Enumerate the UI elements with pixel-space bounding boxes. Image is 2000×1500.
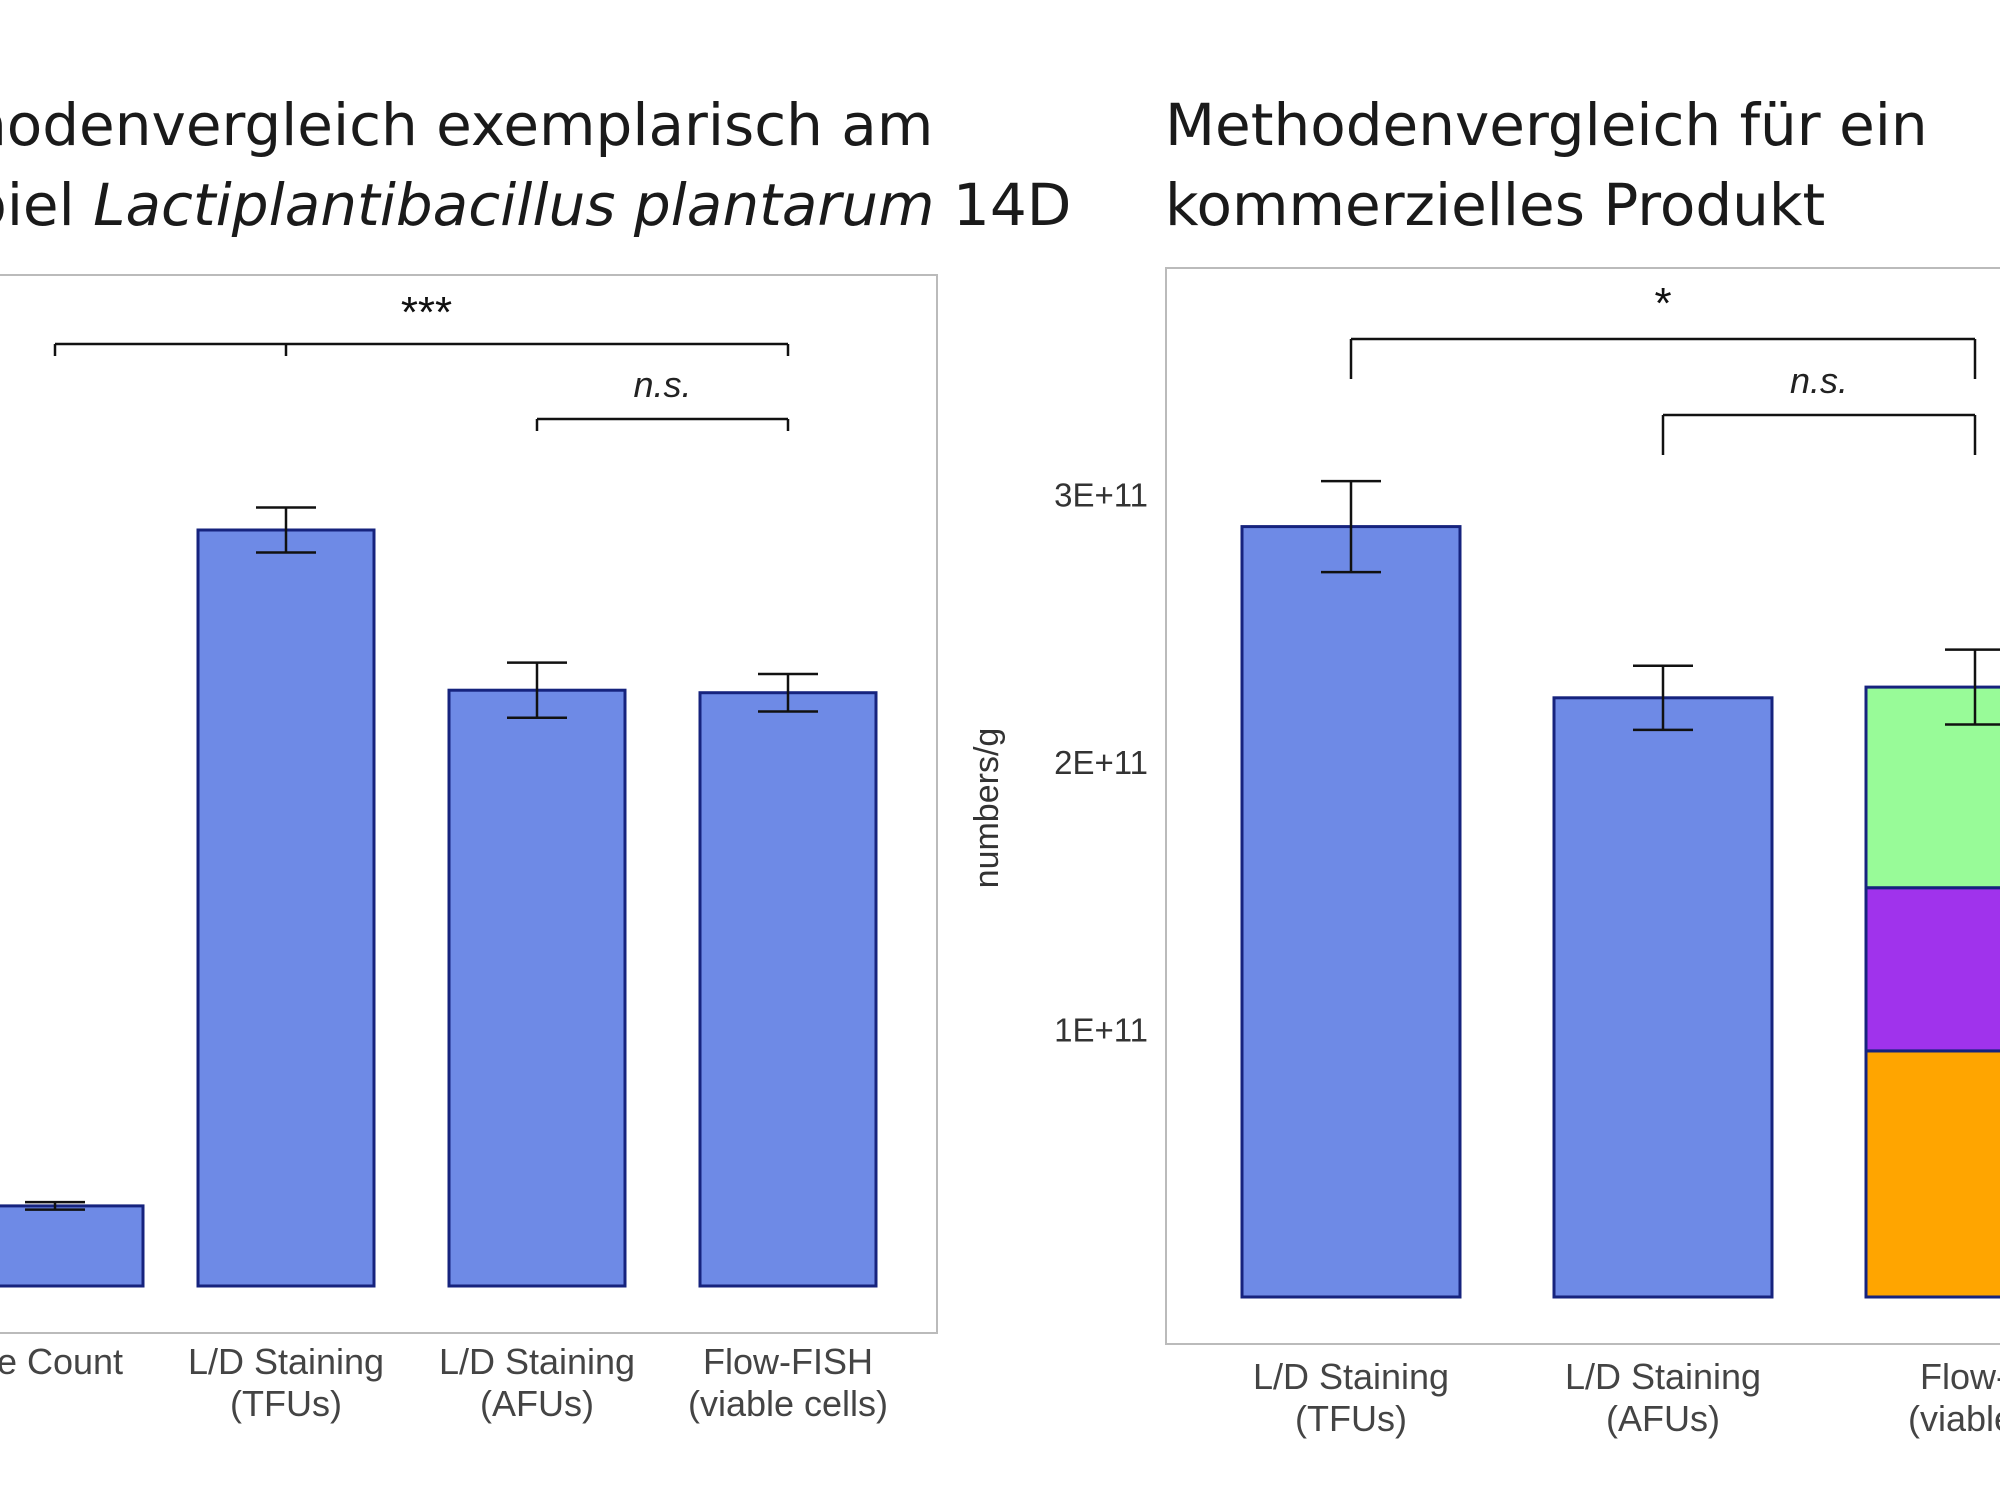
right-stack-segment-2 xyxy=(1864,886,2000,1053)
left-title-line-2: piel Lactiplantibacillus plantarum 14D xyxy=(0,165,1071,245)
left-error-bar-1 xyxy=(25,1200,85,1211)
left-error-bar-2 xyxy=(256,506,316,554)
left-title-strain: 14D xyxy=(934,171,1072,239)
left-plot-frame xyxy=(0,274,938,1334)
left-category-label-4-line-1: Flow-FISH xyxy=(703,1341,873,1382)
left-category-label-2-line-2: (TFUs) xyxy=(230,1383,342,1424)
left-title-line-1: hodenvergleich exemplarisch am xyxy=(0,91,934,159)
right-significance-label-1: * xyxy=(1654,279,1671,328)
right-bar-chart: L/D Staining(TFUs)L/D Staining(AFUs)Flow… xyxy=(968,267,2000,1439)
left-bar-1 xyxy=(0,1204,145,1288)
right-title-line-2: kommerzielles Produkt xyxy=(1165,171,1826,239)
left-error-bar-4 xyxy=(758,672,818,713)
left-bar-2 xyxy=(196,528,376,1288)
right-y-tick-label-1: 1E+11 xyxy=(1054,1012,1148,1049)
left-chart-title: hodenvergleich exemplarisch am piel Lact… xyxy=(0,85,1071,245)
left-significance-label-1: *** xyxy=(401,288,452,337)
left-category-label-2-line-1: L/D Staining xyxy=(188,1341,384,1382)
right-bar-1 xyxy=(1240,525,1462,1299)
left-title-prefix: piel xyxy=(0,171,75,239)
right-error-bar-3 xyxy=(1945,648,2000,726)
right-chart-title: Methodenvergleich für ein kommerzielles … xyxy=(1165,85,1928,245)
left-bar-3 xyxy=(447,688,627,1288)
right-category-label-1-line-2: (TFUs) xyxy=(1295,1398,1407,1439)
right-y-axis-label: numbers/g xyxy=(968,728,1006,889)
right-significance-bracket-2 xyxy=(1661,413,1977,455)
right-category-label-3-line-2: (viable c xyxy=(1908,1398,2000,1439)
right-y-tick-label-3: 3E+11 xyxy=(1054,477,1148,514)
left-error-bar-3 xyxy=(507,661,567,719)
left-category-label-1-line-1: te Count xyxy=(0,1341,123,1382)
right-bar-2 xyxy=(1552,696,1774,1299)
right-title-line-1: Methodenvergleich für ein xyxy=(1165,91,1928,159)
left-significance-label-2: n.s. xyxy=(633,364,691,405)
right-error-bar-1 xyxy=(1321,479,1381,574)
left-category-label-3-line-1: L/D Staining xyxy=(439,1341,635,1382)
right-plot-frame xyxy=(1165,267,2000,1345)
left-significance-bracket-1 xyxy=(53,342,790,356)
right-significance-label-2: n.s. xyxy=(1790,360,1848,401)
left-category-label-3-line-2: (AFUs) xyxy=(480,1383,594,1424)
right-category-label-2-line-1: L/D Staining xyxy=(1565,1356,1761,1397)
right-category-label-1-line-1: L/D Staining xyxy=(1253,1356,1449,1397)
left-bar-chart: te Count L/D Staining(TFUs)L/D Staining(A… xyxy=(0,274,938,1424)
right-stack-segment-1 xyxy=(1864,1049,2000,1299)
right-stack-segment-3 xyxy=(1864,685,2000,890)
right-significance-bracket-1 xyxy=(1349,337,1977,379)
left-bar-4 xyxy=(698,691,878,1288)
right-category-label-3-line-1: Flow-F xyxy=(1920,1356,2000,1397)
right-y-tick-label-2: 2E+11 xyxy=(1054,744,1148,781)
right-category-label-2-line-2: (AFUs) xyxy=(1606,1398,1720,1439)
left-significance-bracket-2 xyxy=(535,417,790,431)
left-category-label-4-line-2: (viable cells) xyxy=(688,1383,888,1424)
left-title-species: Lactiplantibacillus plantarum xyxy=(93,171,935,239)
right-error-bar-2 xyxy=(1633,664,1693,732)
